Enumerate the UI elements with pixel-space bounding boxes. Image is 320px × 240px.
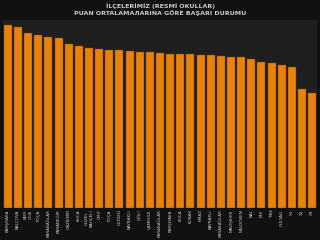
Bar xyxy=(44,36,52,208)
Bar xyxy=(125,51,134,208)
Bar xyxy=(298,89,306,208)
Bar xyxy=(75,46,83,208)
Bar xyxy=(4,25,12,208)
Bar xyxy=(24,33,32,208)
Bar xyxy=(166,54,174,208)
Bar xyxy=(65,44,73,208)
Bar xyxy=(14,27,22,208)
Bar xyxy=(278,65,286,208)
Bar xyxy=(217,56,225,208)
Bar xyxy=(186,54,195,208)
Bar xyxy=(176,54,184,208)
Bar xyxy=(196,55,204,208)
Bar xyxy=(34,35,42,208)
Bar xyxy=(136,52,144,208)
Bar xyxy=(116,50,124,208)
Bar xyxy=(288,67,296,208)
Bar xyxy=(268,63,276,208)
Bar xyxy=(227,57,235,208)
Bar xyxy=(105,50,113,208)
Bar xyxy=(237,57,245,208)
Bar xyxy=(95,49,103,208)
Bar xyxy=(156,53,164,208)
Bar xyxy=(207,55,215,208)
Bar xyxy=(308,93,316,208)
Bar xyxy=(257,62,266,208)
Bar xyxy=(146,52,154,208)
Bar xyxy=(85,48,93,208)
Bar xyxy=(54,38,63,208)
Bar xyxy=(247,59,255,208)
Title: İLÇELERİMİZ (RESMİ OKULLAR)
PUAN ORTALAMАЛARINA GÖRE BAŞARI DURUMU: İLÇELERİMİZ (RESMİ OKULLAR) PUAN ORTALAM… xyxy=(74,3,246,17)
